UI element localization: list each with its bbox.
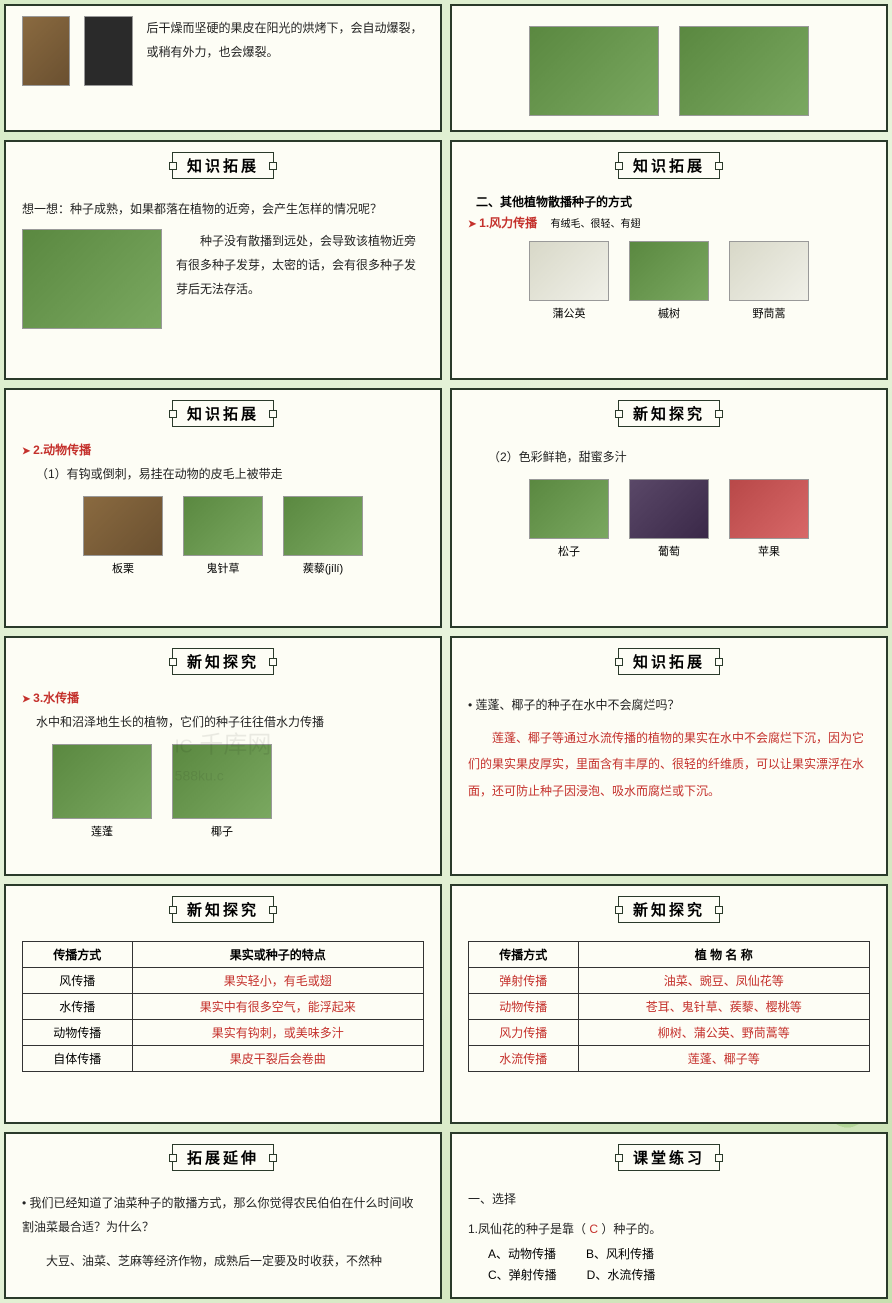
img-item-grape: 葡萄: [629, 479, 709, 559]
slide-11: 拓展延伸 • 我们已经知道了油菜种子的散播方式，那么你觉得农民伯伯在什么时间收割…: [4, 1132, 442, 1299]
slide1-text: 后干燥而坚硬的果皮在阳光的烘烤下，会自动爆裂，或稍有外力，也会爆裂。: [147, 16, 425, 64]
slide4-heading: 二、其他植物散播种子的方式: [476, 193, 870, 210]
slide7-sub: 3.水传播: [22, 691, 79, 705]
table-methods-features: 传播方式果实或种子的特点 风传播果实轻小，有毛或翅 水传播果实中有很多空气，能浮…: [22, 941, 424, 1072]
title-new-inquiry-1: 新知探究: [618, 400, 720, 427]
slide7-desc: 水中和沼泽地生长的植物，它们的种子往往借水力传播: [36, 710, 424, 734]
slide-4: 知识拓展 二、其他植物散播种子的方式 1.风力传播 有绒毛、很轻、有翅 蒲公英 …: [450, 140, 888, 380]
slide-3: 知识拓展 想一想：种子成熟，如果都落在植物的近旁，会产生怎样的情况呢？ 种子没有…: [4, 140, 442, 380]
slide5-sub: 2.动物传播: [22, 443, 91, 457]
slide8-question: 莲蓬、椰子的种子在水中不会腐烂吗？: [476, 698, 680, 712]
img-item-wild: 野茼蒿: [729, 241, 809, 321]
slide-2: [450, 4, 888, 132]
image-seeds-pods: [22, 16, 70, 86]
slide3-prompt: 想一想：种子成熟，如果都落在植物的近旁，会产生怎样的情况呢？: [22, 197, 424, 221]
slide-9: 新知探究 传播方式果实或种子的特点 风传播果实轻小，有毛或翅 水传播果实中有很多…: [4, 884, 442, 1124]
title-new-inquiry-2: 新知探究: [172, 648, 274, 675]
slide-8: 知识拓展 • 莲蓬、椰子的种子在水中不会腐烂吗？ 莲蓬、椰子等通过水流传播的植物…: [450, 636, 888, 876]
title-class-exercise: 课堂练习: [618, 1144, 720, 1171]
title-ext-extend: 拓展延伸: [172, 1144, 274, 1171]
image-black-seeds: [84, 16, 132, 86]
image-plant-2: [679, 26, 809, 116]
slide-5: 知识拓展 2.动物传播 （1）有钩或倒刺，易挂在动物的皮毛上被带走 板栗 鬼针草…: [4, 388, 442, 628]
slide11-text2: 大豆、油菜、芝麻等经济作物，成熟后一定要及时收获，不然种: [22, 1249, 424, 1273]
slide12-section: 一、选择: [468, 1187, 870, 1211]
title-knowledge-ext-2: 知识拓展: [618, 152, 720, 179]
choices-row-2: C、弹射传播 D、水流传播: [468, 1266, 870, 1283]
img-item-tribulus: 蒺藜(jílí): [283, 496, 363, 576]
img-item-maple: 槭树: [629, 241, 709, 321]
slide3-answer: 种子没有散播到远处，会导致该植物近旁有很多种子发芽，太密的话，会有很多种子发芽后…: [176, 229, 424, 301]
slide4-sub: 1.风力传播: [468, 216, 537, 230]
img-item-coconut: 椰子: [172, 744, 272, 839]
slide5-desc: （1）有钩或倒刺，易挂在动物的皮毛上被带走: [36, 462, 424, 486]
title-knowledge-ext-4: 知识拓展: [618, 648, 720, 675]
slide-1: 后干燥而坚硬的果皮在阳光的烘烤下，会自动爆裂，或稍有外力，也会爆裂。: [4, 4, 442, 132]
slide6-desc: （2）色彩鲜艳，甜蜜多汁: [488, 445, 870, 469]
img-item-bidens: 鬼针草: [183, 496, 263, 576]
title-new-inquiry-3: 新知探究: [172, 896, 274, 923]
slide11-text1: 我们已经知道了油菜种子的散播方式，那么你觉得农民伯伯在什么时间收割油菜最合适？为…: [22, 1196, 414, 1234]
img-item-dandelion: 蒲公英: [529, 241, 609, 321]
img-item-apple: 苹果: [729, 479, 809, 559]
slide-7: IC 千库网 588ku.c 新知探究 3.水传播 水中和沼泽地生长的植物，它们…: [4, 636, 442, 876]
title-new-inquiry-4: 新知探究: [618, 896, 720, 923]
img-item-pine: 松子: [529, 479, 609, 559]
slide8-answer: 莲蓬、椰子等通过水流传播的植物的果实在水中不会腐烂下沉，因为它们的果实果皮厚实，…: [468, 725, 870, 804]
title-knowledge-ext: 知识拓展: [172, 152, 274, 179]
slide-6: 新知探究 （2）色彩鲜艳，甜蜜多汁 松子 葡萄 苹果: [450, 388, 888, 628]
title-knowledge-ext-3: 知识拓展: [172, 400, 274, 427]
image-dense-plants: [22, 229, 162, 329]
img-item-lotus: 莲蓬: [52, 744, 152, 839]
slide-10: 新知探究 传播方式植 物 名 称 弹射传播油菜、豌豆、凤仙花等 动物传播苍耳、鬼…: [450, 884, 888, 1124]
slide12-q1: 1.凤仙花的种子是靠（ C ）种子的。: [468, 1217, 870, 1241]
slide4-desc: 有绒毛、很轻、有翅: [551, 219, 641, 230]
slides-grid: 后干燥而坚硬的果皮在阳光的烘烤下，会自动爆裂，或稍有外力，也会爆裂。 知识拓展 …: [0, 0, 892, 1303]
slide-12: 课堂练习 一、选择 1.凤仙花的种子是靠（ C ）种子的。 A、动物传播 B、风…: [450, 1132, 888, 1299]
img-item-chestnut: 板栗: [83, 496, 163, 576]
table-methods-plants: 传播方式植 物 名 称 弹射传播油菜、豌豆、凤仙花等 动物传播苍耳、鬼针草、蒺藜…: [468, 941, 870, 1072]
choices-row-1: A、动物传播 B、风利传播: [468, 1245, 870, 1262]
image-plant-1: [529, 26, 659, 116]
